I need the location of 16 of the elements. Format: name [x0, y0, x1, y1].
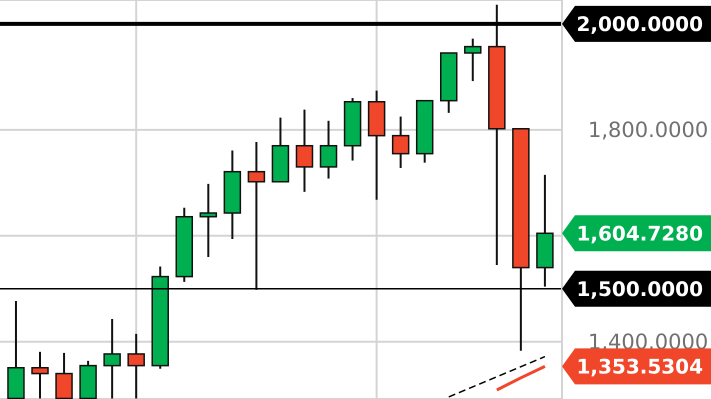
candlestick	[464, 38, 482, 82]
candlestick	[200, 182, 218, 258]
line-series	[448, 356, 546, 398]
candlestick	[103, 318, 121, 399]
text: 1,604.7280	[576, 221, 703, 246]
ref-line-label: 1,500.0000	[576, 276, 703, 301]
y-tick-label: 1,800.0000	[588, 118, 708, 142]
ref-line-label: 2,000.0000	[576, 12, 703, 36]
candlestick	[392, 116, 410, 169]
candlestick	[248, 141, 266, 291]
candlestick	[296, 108, 314, 193]
y-tick-label: 1,400.0000	[588, 330, 708, 354]
candlestick	[320, 120, 338, 180]
candlestick	[31, 350, 49, 399]
candlestick	[127, 332, 145, 399]
data-label: 1,353.5304	[576, 354, 703, 378]
